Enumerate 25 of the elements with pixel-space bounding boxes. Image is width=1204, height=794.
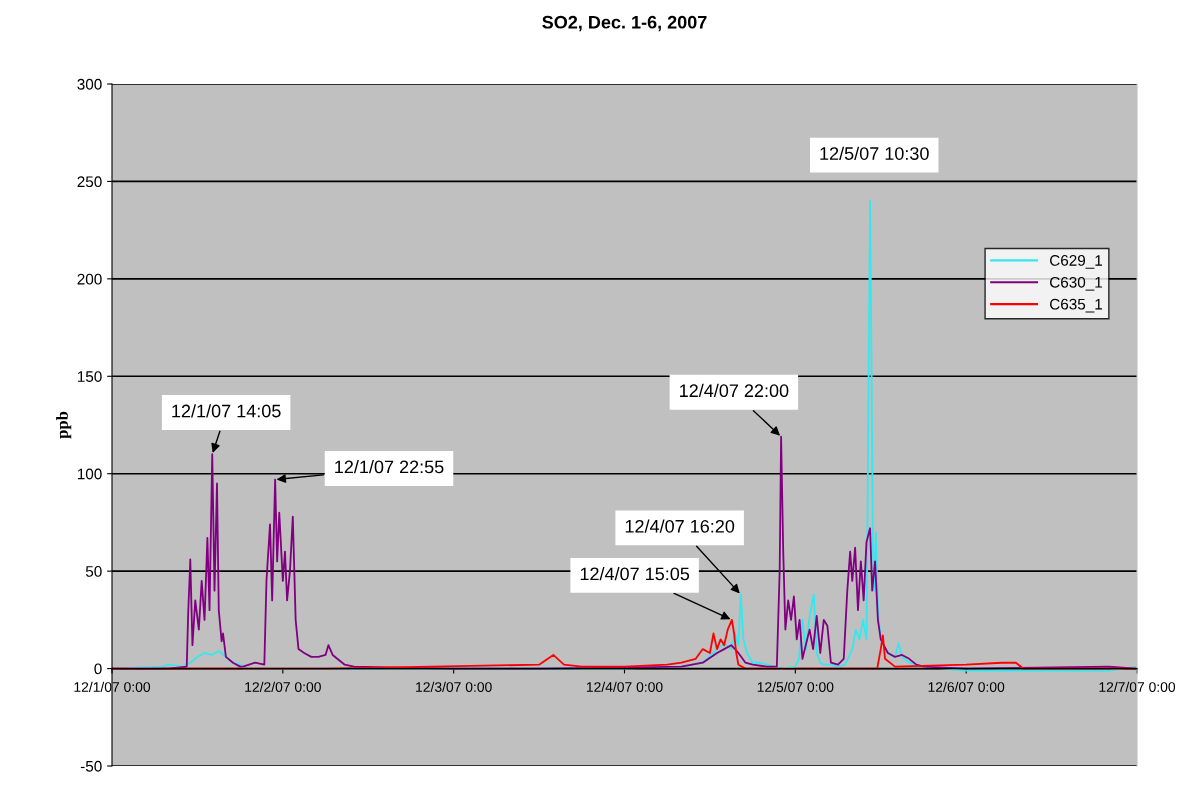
chart-title: SO2, Dec. 1-6, 2007 (542, 15, 707, 32)
x-tick-label: 12/4/07 0:00 (586, 681, 663, 692)
annotation: 12/1/07 22:55 (335, 460, 444, 474)
x-tick-label: 12/6/07 0:00 (928, 681, 1005, 692)
y-tick-label: 300 (77, 78, 102, 90)
annotation: 12/4/07 15:05 (580, 567, 690, 581)
annotation: 12/5/07 10:30 (820, 146, 929, 160)
x-tick-label: 12/2/07 0:00 (245, 681, 321, 692)
y-tick-label: 50 (85, 566, 102, 577)
y-tick-label: -50 (80, 760, 102, 772)
x-tick-label: 12/7/07 0:00 (1099, 681, 1176, 692)
annotation: 12/4/07 22:00 (680, 383, 789, 398)
legend-label: C629_1 (1050, 255, 1103, 269)
y-tick-label: 250 (77, 176, 102, 188)
annotation: 12/1/07 14:05 (172, 404, 281, 418)
y-axis-title: ppb (56, 411, 72, 439)
y-tick-label: 0 (94, 663, 102, 675)
legend-label: C630_1 (1050, 276, 1103, 291)
y-tick-label: 100 (77, 468, 102, 480)
legend-label: C635_1 (1050, 298, 1103, 313)
y-tick-label: 150 (77, 371, 102, 382)
x-tick-label: 12/5/07 0:00 (757, 681, 834, 692)
annotation: 12/4/07 16:20 (625, 519, 735, 533)
y-tick-label: 200 (77, 273, 102, 285)
x-tick-label: 12/3/07 0:00 (416, 681, 492, 692)
